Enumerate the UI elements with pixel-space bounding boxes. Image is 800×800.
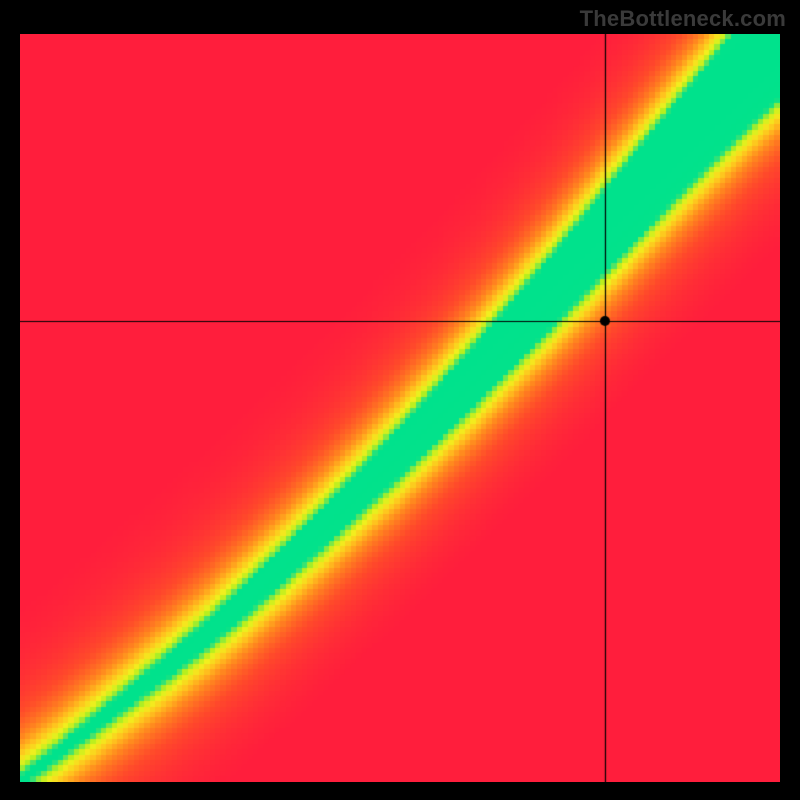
watermark-text: TheBottleneck.com <box>580 6 786 32</box>
chart-root: TheBottleneck.com <box>0 0 800 800</box>
heatmap-canvas <box>20 34 780 782</box>
